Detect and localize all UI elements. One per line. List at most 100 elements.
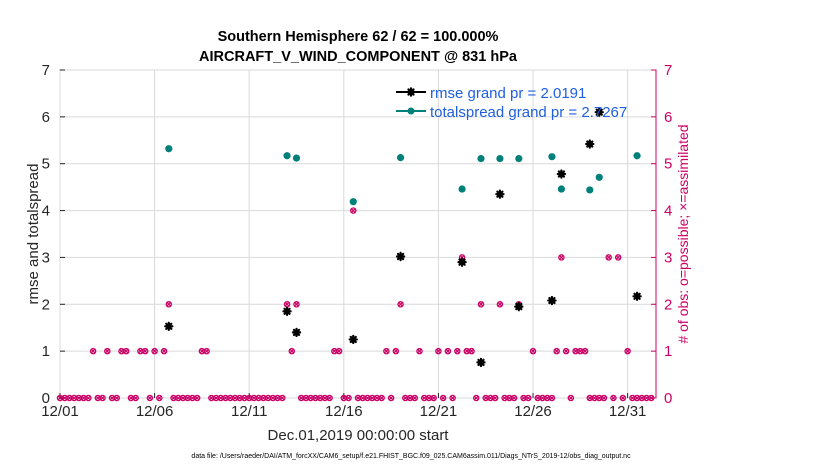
obs-assimilated-point <box>241 395 248 401</box>
obs-assimilated-point <box>610 395 617 401</box>
obs-possible-point <box>605 254 612 261</box>
obs-assimilated-point <box>383 348 390 354</box>
obs-possible-point <box>156 394 163 402</box>
axes-box <box>59 69 657 399</box>
obs-assimilated-point <box>544 395 550 401</box>
obs-possible-point <box>141 347 149 355</box>
totalspread-point <box>548 153 556 161</box>
chart-title: Southern Hemisphere 62 / 62 = 100.000% <box>218 29 499 45</box>
obs-possible-point <box>619 394 627 402</box>
obs-assimilated-point <box>539 395 546 401</box>
y-tick-label: 5 <box>42 156 50 173</box>
totalspread-point <box>396 154 405 162</box>
obs-assimilated-point <box>530 348 536 354</box>
obs-assimilated-point <box>563 348 569 354</box>
y-right-tick-label: 7 <box>664 62 672 79</box>
rmse-point <box>547 295 557 306</box>
obs-assimilated-point <box>256 395 262 401</box>
obs-assimilated-point <box>360 395 366 401</box>
obs-possible-point <box>529 347 537 355</box>
obs-assimilated-point <box>293 301 300 307</box>
x-axis-label: Dec.01,2019 00:00:00 start <box>268 427 450 444</box>
obs-possible-point <box>558 254 565 261</box>
obs-assimilated-point <box>62 395 68 401</box>
obs-assimilated-point <box>591 395 598 401</box>
obs-assimilated-point <box>549 395 555 401</box>
obs-assimilated-point <box>199 348 205 354</box>
obs-assimilated-point <box>85 395 92 401</box>
legend-spread-label: totalspread grand pr = 2.7267 <box>430 104 627 121</box>
obs-assimilated-point <box>118 348 125 354</box>
y-tick-label: 0 <box>42 390 50 407</box>
y-right-tick-label: 5 <box>664 156 672 173</box>
obs-assimilated-point <box>218 395 224 401</box>
obs-assimilated-point <box>416 348 423 354</box>
obs-possible-point <box>477 301 485 308</box>
obs-assimilated-point <box>364 395 371 401</box>
obs-assimilated-point <box>407 395 413 401</box>
obs-possible-point <box>553 347 560 355</box>
y-tick-label: 2 <box>42 296 50 313</box>
y-tick-label: 4 <box>42 203 50 220</box>
obs-assimilated-point <box>624 348 631 354</box>
obs-assimilated-point <box>426 395 432 401</box>
obs-possible-point <box>151 347 158 355</box>
obs-assimilated-point <box>620 395 626 401</box>
obs-possible-point <box>562 347 570 355</box>
obs-assimilated-point <box>502 395 508 401</box>
obs-possible-point <box>449 394 456 402</box>
obs-assimilated-point <box>558 254 565 261</box>
obs-assimilated-point <box>535 395 541 401</box>
obs-possible-point <box>581 347 589 355</box>
obs-assimilated-point <box>525 395 531 401</box>
obs-assimilated-point <box>634 395 640 401</box>
rmse-point <box>594 107 604 117</box>
obs-assimilated-point <box>445 348 451 354</box>
rmse-point <box>514 301 524 312</box>
totalspread-point <box>595 173 603 181</box>
obs-assimilated-point <box>279 395 285 401</box>
obs-possible-point <box>610 394 617 402</box>
obs-assimilated-point <box>180 395 186 401</box>
obs-assimilated-point <box>322 395 328 401</box>
obs-assimilated-point <box>57 395 63 401</box>
obs-possible-point <box>132 394 139 402</box>
obs-assimilated-point <box>379 395 385 401</box>
legend-rmse-marker <box>406 87 416 97</box>
obs-possible-point <box>648 394 655 402</box>
rmse-point <box>495 189 505 199</box>
legend-spread-marker <box>407 107 415 115</box>
obs-assimilated-point <box>388 395 394 401</box>
obs-assimilated-point <box>393 348 399 354</box>
obs-possible-point <box>435 347 442 355</box>
obs-assimilated-point <box>298 395 304 401</box>
obs-assimilated-point <box>147 395 153 401</box>
obs-assimilated-point <box>237 395 243 401</box>
obs-possible-point <box>411 394 419 402</box>
obs-assimilated-point <box>511 395 517 401</box>
y-right-tick-label: 6 <box>664 109 672 126</box>
obs-assimilated-point <box>643 395 650 401</box>
obs-possible-point <box>146 394 154 402</box>
obs-assimilated-point <box>421 395 427 401</box>
obs-assimilated-point <box>350 207 356 214</box>
obs-possible-point <box>165 301 173 308</box>
obs-assimilated-point <box>246 395 252 401</box>
obs-assimilated-point <box>582 348 588 354</box>
rmse-point <box>348 334 358 345</box>
obs-assimilated-point <box>506 395 512 401</box>
y-right-tick-label: 3 <box>664 249 672 266</box>
obs-possible-point <box>203 347 210 355</box>
obs-assimilated-point <box>222 395 229 401</box>
marks <box>56 107 655 402</box>
obs-assimilated-point <box>251 395 257 401</box>
totalspread-point <box>633 152 641 160</box>
obs-assimilated-point <box>104 348 110 354</box>
obs-assimilated-point <box>355 395 361 401</box>
totalspread-point <box>496 154 504 163</box>
obs-possible-point <box>392 347 400 355</box>
obs-assimilated-point <box>123 348 129 354</box>
obs-assimilated-point <box>137 348 144 354</box>
x-tick-label: 12/21 <box>420 403 458 420</box>
